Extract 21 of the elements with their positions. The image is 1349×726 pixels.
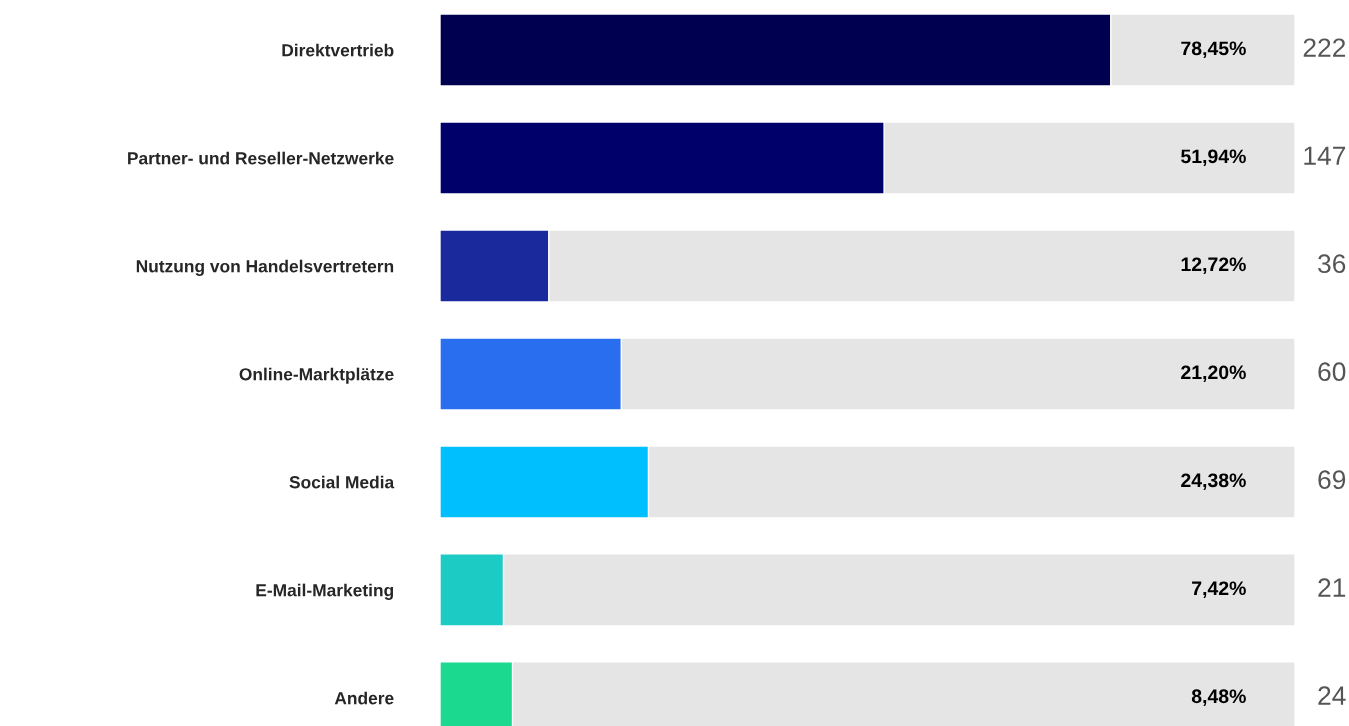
y-tick-label: Partner- und Reseller-Netzwerke bbox=[128, 151, 394, 165]
y-tick-label: Social Media bbox=[289, 475, 395, 489]
text: 69 bbox=[1318, 470, 1346, 490]
data-label: 8,48% bbox=[1191, 689, 1246, 706]
data-label: 7,42% bbox=[1192, 581, 1246, 598]
text: 36 bbox=[1318, 254, 1346, 274]
data-label: 24,38% bbox=[1181, 473, 1246, 490]
y-tick-label: E-Mail-Marketing bbox=[256, 583, 394, 600]
y-tick-label: Online-Marktplätze bbox=[239, 367, 394, 384]
data-label: 21,20% bbox=[1181, 365, 1246, 382]
data-label: 51,94% bbox=[1181, 149, 1246, 167]
y-tick-label: Direktvertrieb bbox=[282, 43, 394, 57]
y-tick-label: Andere bbox=[334, 691, 394, 705]
text: 21 bbox=[1318, 578, 1346, 597]
text: 24 bbox=[1318, 686, 1346, 705]
text: 222 bbox=[1303, 38, 1346, 57]
data-label: 78,45% bbox=[1181, 41, 1246, 59]
y-tick-label: Nutzung von Handelsvertretern bbox=[136, 259, 394, 276]
text: 147 bbox=[1304, 146, 1346, 165]
text: 60 bbox=[1318, 362, 1346, 382]
data-label: 12,72% bbox=[1181, 257, 1246, 275]
